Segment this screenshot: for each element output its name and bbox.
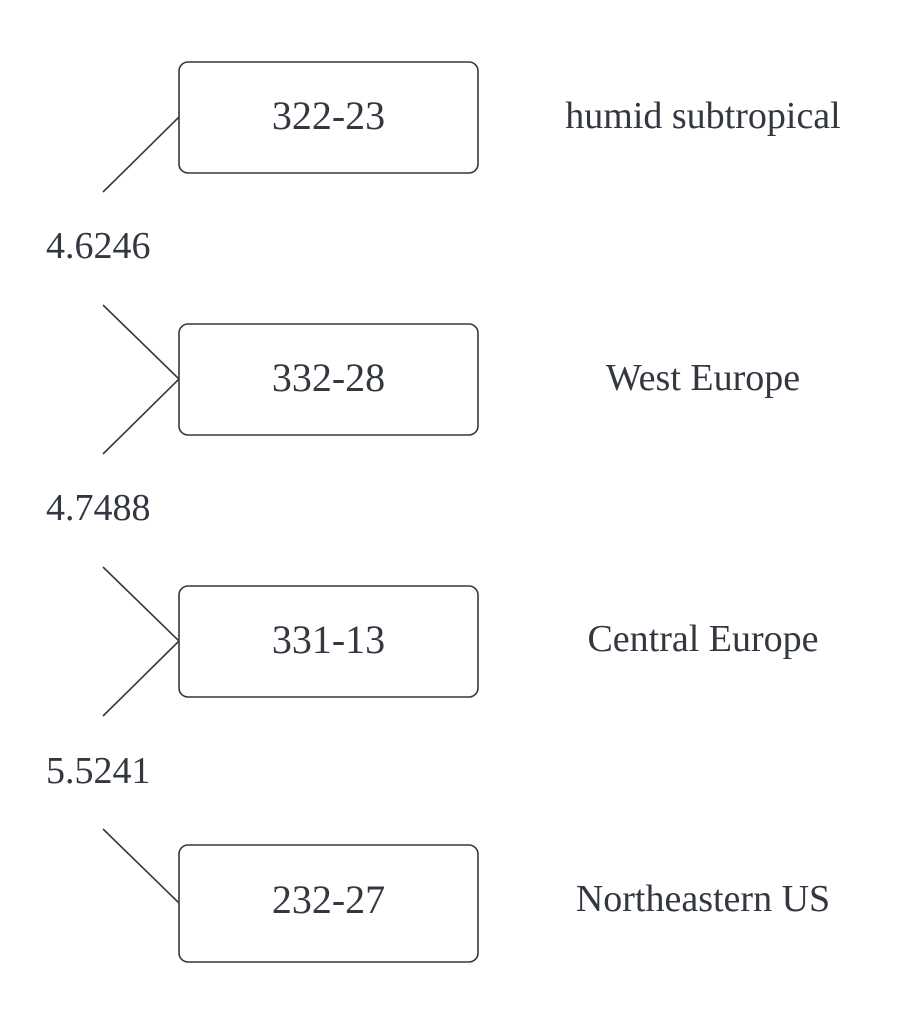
node-box (178, 585, 479, 698)
link-value-label: 4.7488 (46, 487, 151, 529)
node-box (178, 323, 479, 436)
connector-node-2-lower (102, 378, 180, 455)
node-box (178, 844, 479, 963)
region-label: Central Europe (587, 618, 818, 660)
node-2: 332-28 West Europe (178, 323, 800, 436)
node-label: 331-13 (272, 617, 385, 662)
node-label: 332-28 (272, 355, 385, 400)
connector-node-3-lower (102, 640, 180, 717)
link-value-label: 5.5241 (46, 750, 151, 792)
node-label: 232-27 (272, 877, 385, 922)
connector-node-3-upper (102, 566, 180, 642)
region-label: humid subtropical (565, 95, 840, 137)
connector-node-1-upper (102, 116, 180, 193)
connector-node-4-upper (102, 828, 180, 904)
node-label: 322-23 (272, 93, 385, 138)
node-3: 331-13 Central Europe (178, 585, 819, 698)
node-box (178, 61, 479, 174)
node-4: 232-27 Northeastern US (178, 844, 830, 963)
region-label: Northeastern US (576, 878, 830, 920)
connector-node-2-upper (102, 304, 180, 380)
region-label: West Europe (606, 357, 800, 399)
node-1: 322-23 humid subtropical (178, 61, 841, 174)
link-value-label: 4.6246 (46, 225, 151, 267)
